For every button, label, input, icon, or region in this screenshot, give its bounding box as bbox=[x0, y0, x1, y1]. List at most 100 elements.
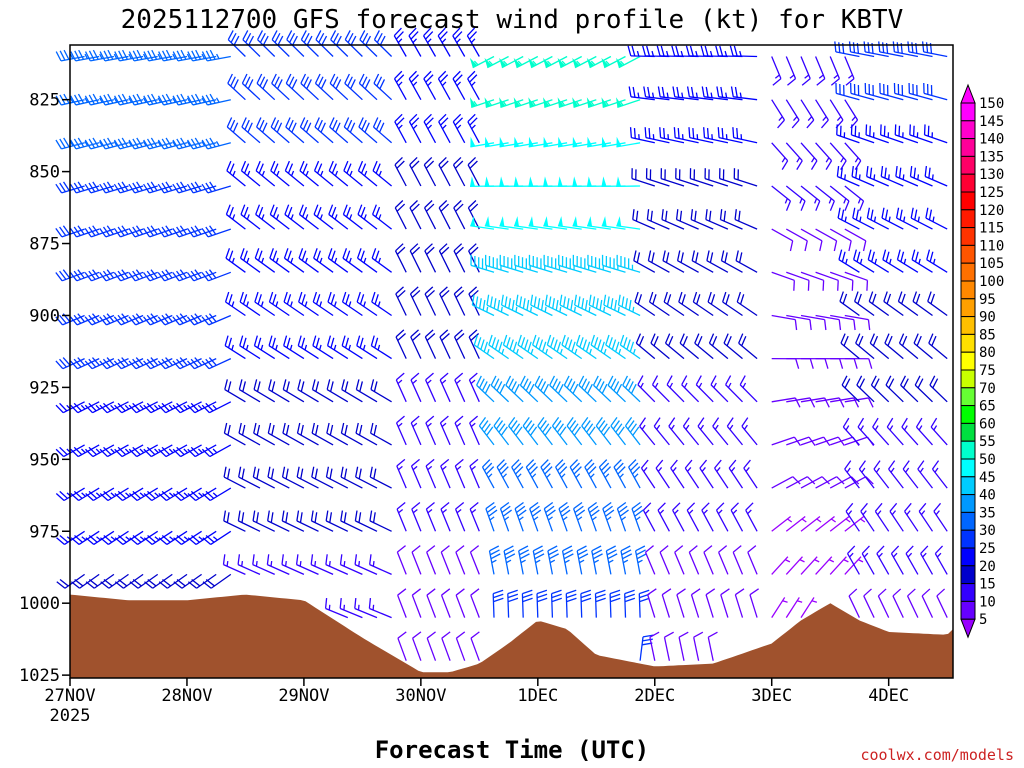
wind-barb bbox=[830, 397, 860, 408]
wind-barb bbox=[848, 41, 875, 58]
wind-barb bbox=[733, 168, 758, 187]
wind-barb bbox=[530, 294, 553, 317]
wind-barb bbox=[369, 554, 392, 575]
wind-barb bbox=[697, 417, 714, 446]
wind-barb bbox=[70, 487, 100, 502]
wind-barb bbox=[701, 502, 714, 532]
wind-barb bbox=[201, 49, 231, 62]
wind-barb bbox=[239, 291, 261, 317]
wind-barb bbox=[844, 228, 867, 252]
wind-barb bbox=[536, 589, 548, 618]
wind-barb bbox=[411, 502, 422, 532]
wind-barb bbox=[202, 573, 232, 589]
wind-barb bbox=[157, 93, 188, 106]
wind-barb bbox=[470, 216, 495, 230]
wind-barb bbox=[692, 291, 714, 317]
wind-barb bbox=[771, 56, 782, 86]
credit-text[interactable]: coolwx.com/models bbox=[860, 746, 1014, 764]
wind-barb bbox=[187, 487, 217, 502]
wind-barb bbox=[394, 200, 407, 230]
wind-barb bbox=[659, 127, 685, 144]
wind-barb bbox=[186, 137, 217, 150]
x-tick-label: 28NOV bbox=[161, 686, 212, 706]
wind-barb bbox=[853, 249, 875, 273]
wind-barb bbox=[70, 49, 100, 62]
wind-barb bbox=[201, 137, 231, 150]
wind-barb bbox=[926, 249, 948, 273]
wind-barb bbox=[300, 73, 319, 101]
colorbar-swatch bbox=[960, 120, 976, 140]
wind-barb bbox=[747, 545, 758, 575]
wind-barb bbox=[785, 476, 816, 489]
wind-barb bbox=[256, 73, 276, 101]
wind-barb bbox=[860, 502, 875, 532]
wind-barb bbox=[453, 329, 466, 359]
wind-barb bbox=[615, 55, 641, 69]
wind-barb bbox=[730, 86, 758, 101]
wind-barb bbox=[268, 379, 290, 403]
wind-barb bbox=[325, 510, 349, 532]
wind-barb bbox=[395, 329, 407, 359]
wind-barb bbox=[835, 82, 860, 101]
wind-barb bbox=[285, 73, 305, 101]
wind-barb bbox=[532, 334, 553, 360]
wind-barb bbox=[253, 422, 276, 446]
wind-barb bbox=[409, 200, 422, 230]
wind-barb bbox=[453, 243, 466, 273]
wind-barb bbox=[410, 329, 422, 359]
wind-barb bbox=[114, 530, 144, 545]
wind-barb bbox=[371, 291, 392, 317]
wind-barb bbox=[412, 631, 422, 661]
wind-barb bbox=[172, 181, 202, 194]
wind-barb bbox=[870, 375, 890, 403]
colorbar-label: 60 bbox=[979, 416, 996, 432]
wind-barb bbox=[356, 291, 378, 317]
wind-barb bbox=[547, 545, 559, 575]
wind-barb bbox=[455, 631, 466, 661]
wind-barb bbox=[478, 417, 495, 446]
wind-barb bbox=[55, 444, 85, 458]
wind-barb bbox=[396, 458, 407, 489]
wind-barb bbox=[586, 176, 611, 188]
wind-barb bbox=[785, 597, 803, 618]
wind-barb bbox=[84, 49, 115, 62]
wind-barb bbox=[437, 27, 451, 57]
wind-barb bbox=[282, 379, 305, 403]
wind-barb bbox=[771, 516, 793, 532]
wind-barb bbox=[670, 459, 685, 489]
wind-barb bbox=[397, 588, 407, 618]
wind-barb bbox=[786, 397, 816, 408]
wind-barb bbox=[543, 501, 556, 532]
wind-barb bbox=[910, 207, 933, 230]
wind-barb bbox=[253, 335, 276, 360]
wind-barb bbox=[836, 166, 860, 187]
wind-barb bbox=[907, 41, 933, 58]
wind-barb bbox=[640, 459, 656, 489]
wind-barb bbox=[616, 136, 641, 148]
wind-barb bbox=[324, 598, 349, 619]
wind-barb bbox=[651, 375, 670, 403]
wind-barb bbox=[931, 460, 948, 489]
wind-barb bbox=[521, 589, 533, 618]
wind-barb bbox=[927, 291, 948, 317]
wind-barb bbox=[439, 415, 451, 446]
wind-barb bbox=[467, 113, 480, 144]
wind-barb bbox=[884, 333, 904, 360]
y-tick-label: 1025 bbox=[19, 666, 60, 686]
wind-barb bbox=[469, 97, 495, 109]
wind-barb bbox=[425, 458, 437, 489]
wind-barb bbox=[800, 99, 815, 129]
wind-barb bbox=[917, 460, 934, 489]
wind-barb bbox=[661, 209, 685, 230]
wind-barb bbox=[452, 113, 466, 144]
wind-barb bbox=[852, 207, 875, 230]
wind-barb bbox=[850, 82, 875, 101]
wind-barb bbox=[223, 422, 246, 446]
wind-barb bbox=[253, 379, 276, 403]
wind-barb bbox=[643, 86, 670, 101]
wind-barb bbox=[829, 228, 852, 252]
wind-barb bbox=[270, 160, 290, 187]
wind-barb bbox=[172, 49, 202, 62]
wind-barb bbox=[624, 417, 641, 446]
wind-barb bbox=[439, 286, 451, 316]
